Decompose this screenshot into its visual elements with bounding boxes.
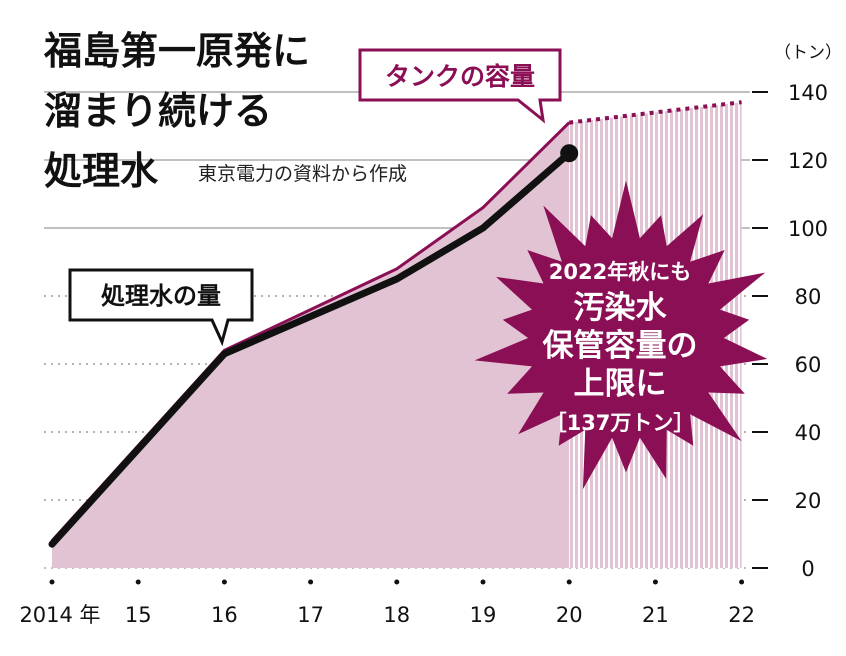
- x-tick-label: 17: [297, 603, 324, 627]
- treated-water-line: [48, 149, 573, 548]
- burst-line-3: 保管容量の: [543, 328, 698, 364]
- x-tick-mark: [308, 579, 314, 585]
- x-axis: 2014 年 15 16 17 18 19 20 21 22: [19, 579, 755, 627]
- x-tick-mark: [739, 579, 745, 585]
- capacity-limit-burst: 2022年秋にも 汚染水 保管容量の 上限に ［137万トン］: [474, 180, 768, 490]
- y-tick-label: 80: [795, 285, 822, 309]
- x-tick-mark: [394, 579, 400, 585]
- capacity-area-actual: [52, 122, 570, 568]
- x-tick-label: 19: [470, 603, 497, 627]
- x-tick-label: 15: [125, 603, 152, 627]
- burst-shape: [474, 180, 768, 490]
- x-tick-mark: [49, 579, 55, 585]
- treated-water-callout: 処理水の量: [68, 268, 254, 347]
- burst-line-4: 上限に: [574, 366, 667, 402]
- x-tick-mark: [480, 579, 486, 585]
- y-tick-label: 60: [795, 353, 822, 377]
- x-tick-label: 20: [556, 603, 583, 627]
- x-tick-label: 2014 年: [19, 603, 100, 627]
- y-tick-label: 100: [788, 217, 828, 241]
- y-tick-label: 140: [788, 81, 828, 105]
- y-tick-label: 40: [795, 421, 822, 445]
- tank-callout-box: [358, 48, 562, 124]
- burst-line-2: 汚染水: [574, 290, 668, 326]
- burst-line-1: 2022年秋にも: [549, 260, 691, 284]
- y-tick-label: 120: [788, 149, 828, 173]
- x-tick-label: 22: [728, 603, 755, 627]
- y-tick-label: 0: [801, 557, 814, 581]
- burst-line-5: ［137万トン］: [546, 411, 695, 435]
- title-line-2: 溜まり続ける: [44, 89, 272, 133]
- x-tick-label: 18: [383, 603, 410, 627]
- tank-capacity-callout: タンクの容量: [358, 48, 562, 124]
- tank-callout-label: タンクの容量: [385, 62, 535, 91]
- x-tick-mark: [221, 579, 227, 585]
- water-callout-box: [68, 268, 254, 347]
- source-note: 東京電力の資料から作成: [198, 163, 407, 185]
- y-axis: 0 20 40 60 80 100 120 140: [752, 81, 828, 581]
- water-callout-label: 処理水の量: [101, 282, 221, 310]
- x-tick-mark: [652, 579, 658, 585]
- x-tick-mark: [566, 579, 572, 585]
- title-line-1: 福島第一原発に: [43, 29, 310, 73]
- y-tick-label: 20: [795, 489, 822, 513]
- capacity-projected-line: [568, 100, 742, 125]
- x-tick-mark: [135, 579, 141, 585]
- title-line-3: 処理水: [44, 149, 159, 193]
- x-tick-label: 21: [642, 603, 669, 627]
- x-tick-label: 16: [211, 603, 238, 627]
- treated-water-endpoint: [560, 144, 579, 163]
- y-unit-label: （トン）: [774, 43, 842, 63]
